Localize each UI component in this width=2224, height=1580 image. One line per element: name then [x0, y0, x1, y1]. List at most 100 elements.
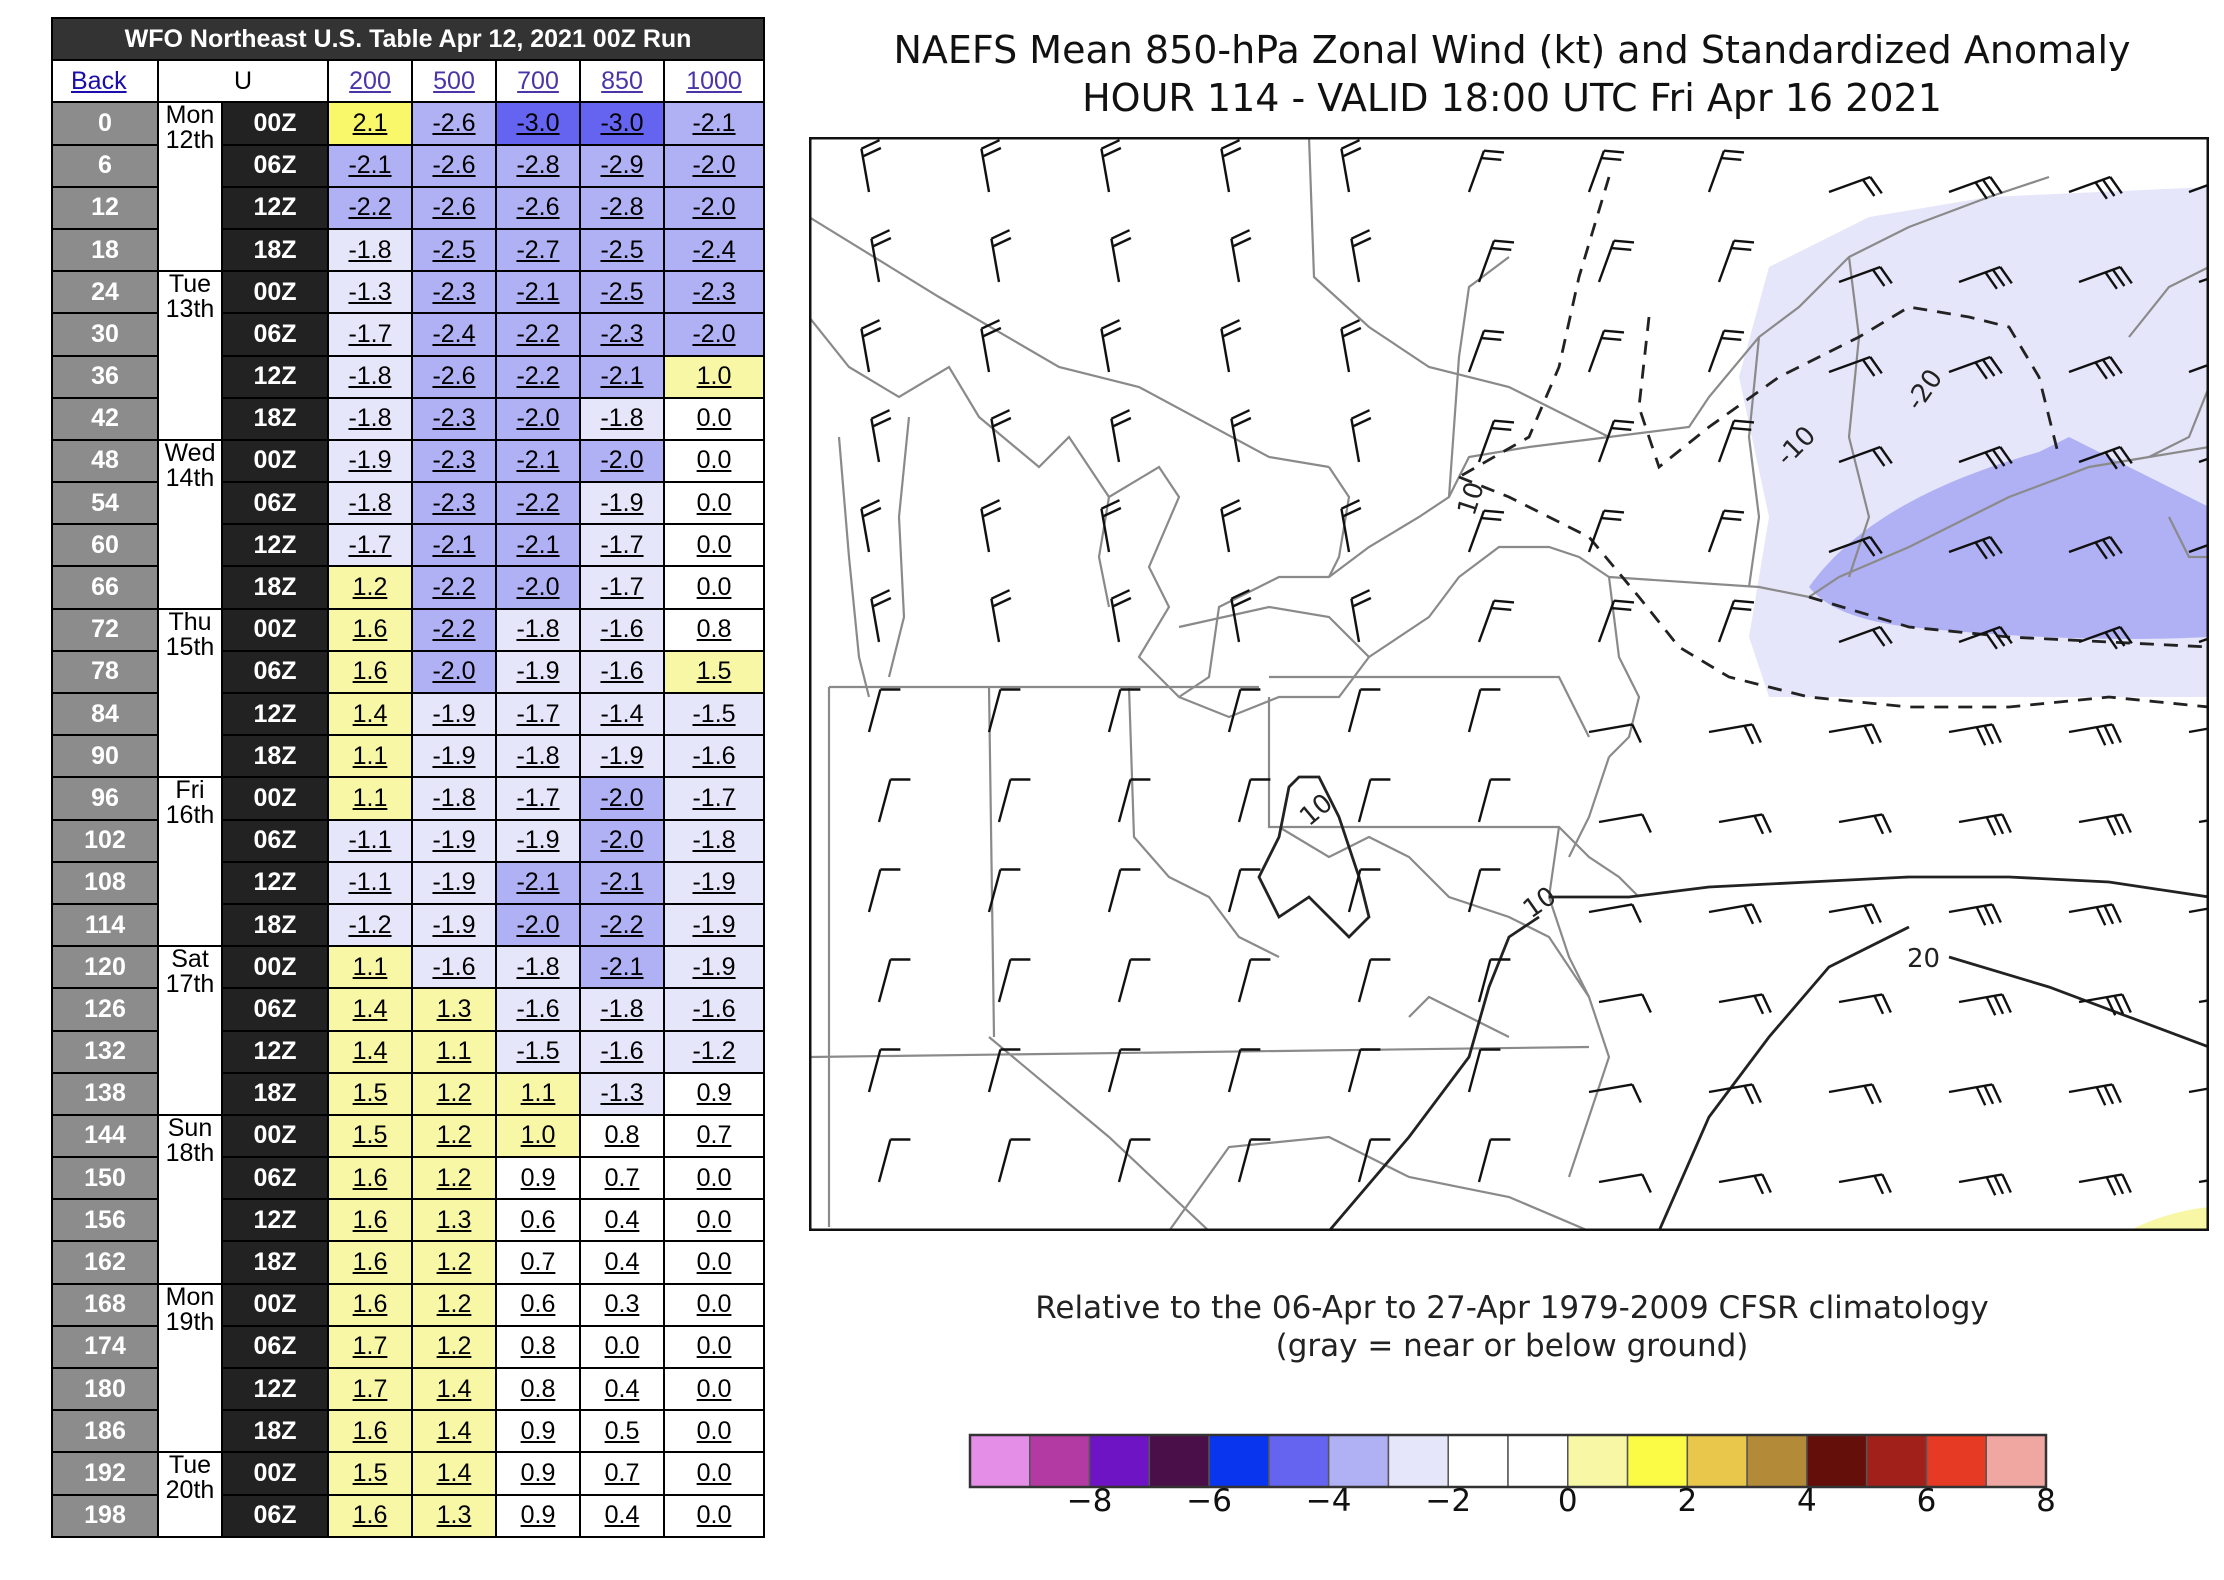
anomaly-value-link[interactable]: -1.8 — [327, 396, 413, 441]
anomaly-value-link[interactable]: -2.2 — [411, 607, 497, 652]
anomaly-value-link[interactable]: -2.0 — [495, 565, 581, 610]
anomaly-value-link[interactable]: 1.6 — [327, 1282, 413, 1327]
anomaly-value-link[interactable]: -1.8 — [327, 481, 413, 526]
anomaly-value-link[interactable]: 1.3 — [411, 1493, 497, 1538]
anomaly-value-link[interactable]: 1.1 — [411, 1029, 497, 1074]
anomaly-value-link[interactable]: -2.0 — [579, 776, 665, 821]
anomaly-value-link[interactable]: 1.2 — [327, 565, 413, 610]
anomaly-value-link[interactable]: -1.7 — [327, 523, 413, 568]
anomaly-value-link[interactable]: 0.0 — [579, 1324, 665, 1370]
anomaly-value-link[interactable]: 0.0 — [662, 481, 766, 526]
anomaly-value-link[interactable]: 1.6 — [327, 1240, 413, 1285]
anomaly-value-link[interactable]: -2.4 — [662, 227, 766, 273]
anomaly-value-link[interactable]: -1.9 — [411, 818, 497, 863]
anomaly-value-link[interactable]: 1.3 — [411, 987, 497, 1032]
anomaly-value-link[interactable]: 1.4 — [327, 691, 413, 737]
anomaly-value-link[interactable]: 0.6 — [495, 1282, 581, 1327]
anomaly-value-link[interactable]: -1.5 — [495, 1029, 581, 1074]
anomaly-value-link[interactable]: -1.7 — [495, 776, 581, 821]
anomaly-value-link[interactable]: -2.6 — [411, 185, 497, 230]
anomaly-value-link[interactable]: -2.2 — [411, 565, 497, 610]
anomaly-value-link[interactable]: 0.0 — [662, 565, 766, 610]
anomaly-value-link[interactable]: -1.6 — [579, 649, 665, 695]
anomaly-value-link[interactable]: 1.6 — [327, 1493, 413, 1538]
anomaly-value-link[interactable]: -2.7 — [495, 227, 581, 273]
anomaly-value-link[interactable]: -1.8 — [495, 607, 581, 652]
anomaly-value-link[interactable]: -1.1 — [327, 818, 413, 863]
anomaly-value-link[interactable]: 0.8 — [495, 1366, 581, 1412]
anomaly-value-link[interactable]: -1.2 — [327, 902, 413, 948]
anomaly-value-link[interactable]: 0.0 — [662, 1156, 766, 1201]
anomaly-value-link[interactable]: 1.4 — [411, 1409, 497, 1454]
level-200-link[interactable]: 200 — [327, 59, 413, 104]
anomaly-value-link[interactable]: 0.0 — [662, 523, 766, 568]
anomaly-value-link[interactable]: 1.6 — [327, 607, 413, 652]
anomaly-value-link[interactable]: 0.4 — [579, 1198, 665, 1243]
anomaly-value-link[interactable]: -1.9 — [327, 438, 413, 484]
anomaly-value-link[interactable]: 0.0 — [662, 1366, 766, 1412]
anomaly-value-link[interactable]: -1.6 — [579, 1029, 665, 1074]
anomaly-value-link[interactable]: -2.0 — [411, 649, 497, 695]
anomaly-value-link[interactable]: 0.9 — [495, 1451, 581, 1496]
anomaly-value-link[interactable]: -2.2 — [327, 185, 413, 230]
anomaly-value-link[interactable]: -2.1 — [495, 270, 581, 315]
anomaly-value-link[interactable]: 1.6 — [327, 1409, 413, 1454]
anomaly-value-link[interactable]: 0.8 — [662, 607, 766, 652]
anomaly-value-link[interactable]: 1.4 — [327, 987, 413, 1032]
anomaly-value-link[interactable]: -2.8 — [495, 143, 581, 188]
anomaly-value-link[interactable]: -1.8 — [411, 776, 497, 821]
anomaly-value-link[interactable]: -1.9 — [579, 734, 665, 779]
anomaly-value-link[interactable]: -2.8 — [579, 185, 665, 230]
anomaly-value-link[interactable]: -1.7 — [327, 312, 413, 357]
anomaly-value-link[interactable]: -2.3 — [579, 312, 665, 357]
anomaly-value-link[interactable]: -1.6 — [579, 607, 665, 652]
back-link[interactable]: Back — [71, 66, 127, 95]
anomaly-value-link[interactable]: -1.7 — [662, 776, 766, 821]
anomaly-value-link[interactable]: -1.4 — [579, 691, 665, 737]
anomaly-value-link[interactable]: -2.6 — [495, 185, 581, 230]
anomaly-value-link[interactable]: -2.2 — [579, 902, 665, 948]
anomaly-value-link[interactable]: -1.9 — [495, 649, 581, 695]
anomaly-value-link[interactable]: -2.5 — [579, 270, 665, 315]
anomaly-value-link[interactable]: -1.6 — [662, 734, 766, 779]
anomaly-value-link[interactable]: 0.4 — [579, 1366, 665, 1412]
anomaly-value-link[interactable]: 0.4 — [579, 1493, 665, 1538]
anomaly-value-link[interactable]: 1.4 — [411, 1366, 497, 1412]
anomaly-value-link[interactable]: -2.1 — [495, 523, 581, 568]
anomaly-value-link[interactable]: 0.9 — [495, 1493, 581, 1538]
anomaly-value-link[interactable]: 0.0 — [662, 1451, 766, 1496]
anomaly-value-link[interactable]: 1.6 — [327, 1198, 413, 1243]
anomaly-value-link[interactable]: -2.3 — [411, 396, 497, 441]
anomaly-value-link[interactable]: 1.6 — [327, 649, 413, 695]
anomaly-value-link[interactable]: -1.9 — [495, 818, 581, 863]
anomaly-value-link[interactable]: 1.5 — [327, 1451, 413, 1496]
anomaly-value-link[interactable]: -3.0 — [579, 101, 665, 146]
anomaly-value-link[interactable]: 1.4 — [411, 1451, 497, 1496]
anomaly-value-link[interactable]: 0.3 — [579, 1282, 665, 1327]
anomaly-value-link[interactable]: -1.8 — [327, 227, 413, 273]
anomaly-value-link[interactable]: 0.9 — [495, 1409, 581, 1454]
anomaly-value-link[interactable]: -1.9 — [411, 734, 497, 779]
anomaly-value-link[interactable]: -1.7 — [495, 691, 581, 737]
anomaly-value-link[interactable]: -2.1 — [579, 945, 665, 990]
anomaly-value-link[interactable]: -3.0 — [495, 101, 581, 146]
anomaly-value-link[interactable]: 1.5 — [327, 1113, 413, 1159]
anomaly-value-link[interactable]: -2.2 — [495, 354, 581, 399]
anomaly-value-link[interactable]: -1.3 — [327, 270, 413, 315]
anomaly-value-link[interactable]: -1.6 — [662, 987, 766, 1032]
anomaly-value-link[interactable]: 1.0 — [495, 1113, 581, 1159]
anomaly-value-link[interactable]: 1.7 — [327, 1366, 413, 1412]
level-1000-link[interactable]: 1000 — [662, 59, 766, 104]
anomaly-value-link[interactable]: 0.6 — [495, 1198, 581, 1243]
anomaly-value-link[interactable]: -2.1 — [495, 438, 581, 484]
anomaly-value-link[interactable]: -2.0 — [662, 185, 766, 230]
anomaly-value-link[interactable]: -2.0 — [579, 818, 665, 863]
anomaly-value-link[interactable]: -2.3 — [411, 481, 497, 526]
anomaly-value-link[interactable]: 1.1 — [327, 945, 413, 990]
anomaly-value-link[interactable]: -2.0 — [662, 312, 766, 357]
anomaly-value-link[interactable]: -2.0 — [495, 902, 581, 948]
anomaly-value-link[interactable]: 1.3 — [411, 1198, 497, 1243]
anomaly-value-link[interactable]: -1.8 — [327, 354, 413, 399]
anomaly-value-link[interactable]: 0.7 — [495, 1240, 581, 1285]
level-850-link[interactable]: 850 — [579, 59, 665, 104]
